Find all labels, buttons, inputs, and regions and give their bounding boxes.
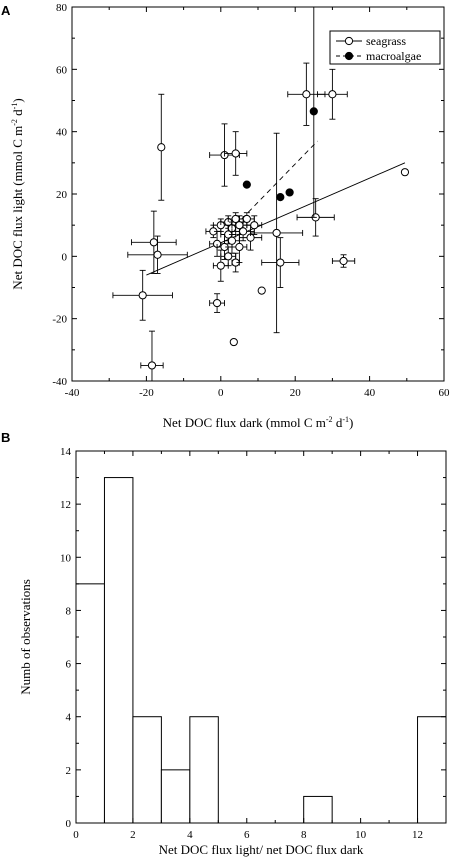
seagrass-point: [250, 221, 259, 230]
legend-seagrass-label: seagrass: [366, 34, 406, 48]
y-tick-label: 2: [66, 765, 72, 777]
seagrass-point: [157, 143, 166, 152]
seagrass-point: [235, 242, 244, 252]
macroalgae-point: [285, 188, 294, 197]
panel-a-label: A: [1, 3, 11, 18]
seagrass-point: [400, 168, 410, 177]
x-tick-label: 12: [412, 829, 423, 841]
seagrass-point: [147, 361, 157, 370]
panel-b-x-axis-label: Net DOC flux light/ net DOC flux dark: [159, 842, 364, 857]
panel-a-ticks: -40 -20 0 20 40 60 -40 -20 0 20 40 60 80: [52, 2, 450, 399]
histogram-bar: [189, 716, 219, 824]
panel-b-y-axis-label: Numb of observations: [18, 579, 33, 695]
y-tick-label: 0: [62, 251, 68, 263]
legend-box: [329, 30, 441, 65]
x-tick-label: 6: [244, 829, 250, 841]
x-tick-label: 40: [364, 387, 376, 399]
y-tick-label: 4: [66, 712, 72, 724]
x-tick-label: 4: [187, 829, 193, 841]
histogram-bar: [103, 477, 134, 824]
seagrass-point: [328, 90, 337, 99]
y-tick-label: 10: [60, 552, 72, 564]
seagrass-point: [242, 214, 251, 224]
panel-b-label: B: [1, 430, 10, 445]
y-tick-label: 40: [56, 127, 68, 139]
y-tick-label: 60: [56, 64, 68, 76]
seagrass-point: [153, 250, 162, 259]
panel-b-ticks: 0 2 4 6 8 10 12 0 2 4 6 8 10 12 14: [60, 446, 447, 841]
histogram-bar: [303, 795, 333, 824]
seagrass-point: [149, 238, 158, 247]
seagrass-point: [216, 261, 225, 270]
histogram-bar: [132, 716, 162, 824]
seagrass-point: [138, 291, 147, 300]
y-tick-label: -40: [52, 376, 67, 388]
y-tick-label: -20: [52, 314, 67, 326]
seagrass-point: [212, 298, 222, 308]
macroalgae-point: [276, 193, 285, 202]
seagrass-point: [224, 252, 233, 261]
panel-a-y-axis-label: Net DOC flux light (mmol C m-2 d-1): [10, 98, 25, 289]
seagrass-point: [302, 90, 311, 99]
panel-b-bars: [75, 477, 447, 824]
x-tick-label: 2: [130, 829, 136, 841]
seagrass-point: [276, 258, 285, 267]
histogram-bar: [75, 583, 105, 824]
panel-a-plot-area: [71, 6, 445, 382]
x-tick-label: 20: [290, 387, 302, 399]
x-tick-label: 0: [218, 387, 224, 399]
x-tick-label: 10: [355, 829, 367, 841]
seagrass-point: [257, 286, 266, 295]
panel-a-legend: seagrass macroalgae: [329, 30, 441, 65]
legend-seagrass-marker: [344, 36, 354, 46]
seagrass-fit-line: [146, 162, 406, 276]
panel-b-histogram: B 0 2 4 6 8 10 12 0 2 4 6 8 10 12 14 Net DOC flux ligh…: [1, 430, 447, 857]
seagrass-point: [239, 227, 248, 236]
panel-a-data-points: [112, 7, 410, 382]
y-tick-label: 6: [66, 659, 72, 671]
panel-a-x-axis-label: Net DOC flux dark (mmol C m-2 d-1): [163, 415, 354, 430]
y-tick-label: 20: [56, 189, 68, 201]
seagrass-point: [227, 236, 237, 245]
macroalgae-point: [309, 107, 318, 116]
y-tick-label: 8: [66, 605, 72, 617]
seagrass-point: [272, 228, 281, 238]
legend-macroalgae-label: macroalgae: [366, 49, 421, 63]
seagrass-point: [231, 149, 240, 158]
y-tick-label: 0: [66, 818, 72, 830]
x-tick-label: 60: [439, 387, 451, 399]
y-tick-label: 14: [60, 446, 72, 458]
histogram-bar: [160, 769, 191, 824]
y-tick-label: 80: [56, 2, 68, 14]
y-tick-label: 12: [60, 499, 71, 511]
x-tick-label: -40: [65, 387, 80, 399]
legend-macroalgae-marker: [344, 51, 354, 61]
macroalgae-point: [242, 180, 251, 189]
x-tick-label: -20: [139, 387, 154, 399]
seagrass-point: [339, 256, 348, 266]
x-tick-label: 0: [73, 829, 79, 841]
panel-a-scatter: A -40 -20 0 20 40 60 -40 -20 0 20 40 60 80 seagrass …: [1, 2, 450, 430]
seagrass-point: [229, 337, 238, 347]
x-tick-label: 8: [301, 829, 307, 841]
